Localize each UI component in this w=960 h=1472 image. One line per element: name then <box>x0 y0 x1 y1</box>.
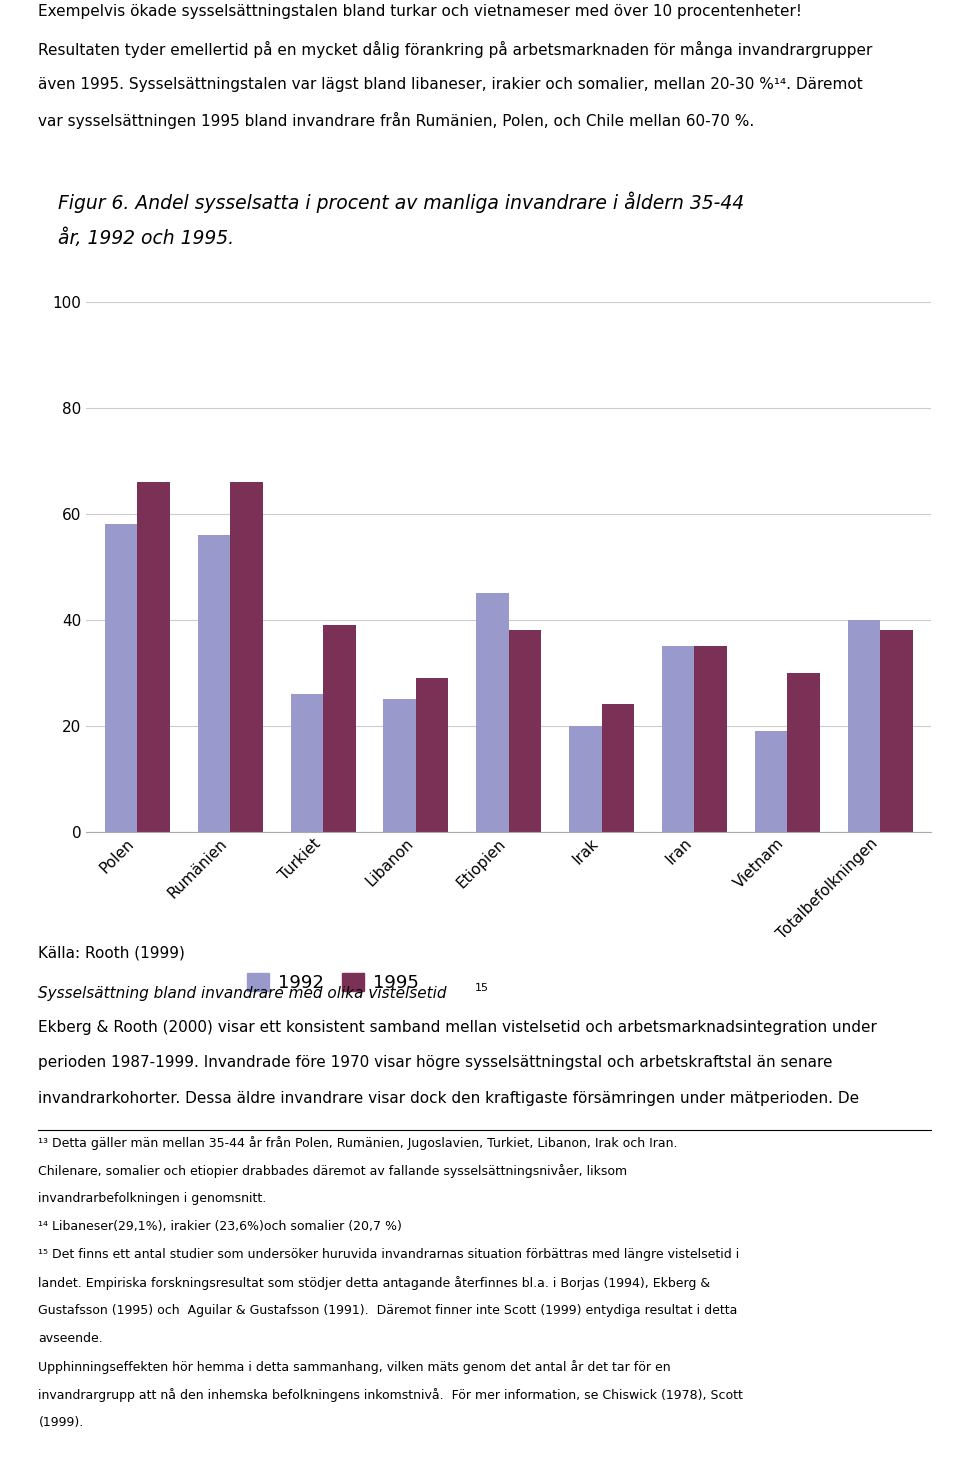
Text: även 1995. Sysselsättningstalen var lägst bland libaneser, irakier och somalier,: även 1995. Sysselsättningstalen var lägs… <box>38 77 863 91</box>
Text: Upphinningseffekten hör hemma i detta sammanhang, vilken mäts genom det antal år: Upphinningseffekten hör hemma i detta sa… <box>38 1360 671 1373</box>
Bar <box>602 705 635 832</box>
Bar <box>755 732 787 832</box>
Text: år, 1992 och 1995.: år, 1992 och 1995. <box>58 228 233 247</box>
Text: landet. Empiriska forskningsresultat som stödjer detta antagande återfinnes bl.a: landet. Empiriska forskningsresultat som… <box>38 1276 710 1289</box>
Text: invandrarbefolkningen i genomsnitt.: invandrarbefolkningen i genomsnitt. <box>38 1192 267 1206</box>
Text: invandrargrupp att nå den inhemska befolkningens inkomstnivå.  För mer informati: invandrargrupp att nå den inhemska befol… <box>38 1388 743 1401</box>
Text: 15: 15 <box>475 983 490 994</box>
Text: Ekberg & Rooth (2000) visar ett konsistent samband mellan vistelsetid och arbets: Ekberg & Rooth (2000) visar ett konsiste… <box>38 1020 877 1035</box>
Text: Sysselsättning bland invandrare med olika vistelsetid: Sysselsättning bland invandrare med olik… <box>38 986 447 1001</box>
Text: avseende.: avseende. <box>38 1332 103 1345</box>
Bar <box>291 693 324 832</box>
Text: Chilenare, somalier och etiopier drabbades däremot av fallande sysselsättningsni: Chilenare, somalier och etiopier drabbad… <box>38 1164 628 1178</box>
Bar <box>137 481 170 832</box>
Text: ¹³ Detta gäller män mellan 35-44 år från Polen, Rumänien, Jugoslavien, Turkiet, : ¹³ Detta gäller män mellan 35-44 år från… <box>38 1136 678 1150</box>
Text: Figur 6. Andel sysselsatta i procent av manliga invandrare i åldern 35-44: Figur 6. Andel sysselsatta i procent av … <box>58 191 744 213</box>
Text: perioden 1987-1999. Invandrade före 1970 visar högre sysselsättningstal och arbe: perioden 1987-1999. Invandrade före 1970… <box>38 1055 833 1070</box>
Bar <box>324 626 355 832</box>
Text: Källa: Rooth (1999): Källa: Rooth (1999) <box>38 945 185 960</box>
Bar <box>569 726 602 832</box>
Bar <box>383 699 416 832</box>
Bar <box>476 593 509 832</box>
Bar <box>230 481 263 832</box>
Text: invandrarkohorter. Dessa äldre invandrare visar dock den kraftigaste försämringe: invandrarkohorter. Dessa äldre invandrar… <box>38 1091 859 1105</box>
Text: Exempelvis ökade sysselsättningstalen bland turkar och vietnameser med över 10 p: Exempelvis ökade sysselsättningstalen bl… <box>38 4 803 19</box>
Text: (1999).: (1999). <box>38 1416 84 1429</box>
Text: ¹⁴ Libaneser(29,1%), irakier (23,6%)och somalier (20,7 %): ¹⁴ Libaneser(29,1%), irakier (23,6%)och … <box>38 1220 402 1234</box>
Bar <box>848 620 880 832</box>
Bar <box>787 673 820 832</box>
Bar <box>105 524 137 832</box>
Bar <box>416 679 448 832</box>
Text: Resultaten tyder emellertid på en mycket dålig förankring på arbetsmarknaden för: Resultaten tyder emellertid på en mycket… <box>38 41 873 59</box>
Bar <box>694 646 727 832</box>
Bar <box>880 630 913 832</box>
Bar <box>509 630 541 832</box>
Text: ¹⁵ Det finns ett antal studier som undersöker huruvida invandrarnas situation fö: ¹⁵ Det finns ett antal studier som under… <box>38 1248 739 1262</box>
Legend: 1992, 1995: 1992, 1995 <box>248 973 419 992</box>
Bar <box>662 646 694 832</box>
Text: var sysselsättningen 1995 bland invandrare från Rumänien, Polen, och Chile mella: var sysselsättningen 1995 bland invandra… <box>38 112 755 130</box>
Text: Gustafsson (1995) och  Aguilar & Gustafsson (1991).  Däremot finner inte Scott (: Gustafsson (1995) och Aguilar & Gustafss… <box>38 1304 738 1317</box>
Bar <box>198 534 230 832</box>
